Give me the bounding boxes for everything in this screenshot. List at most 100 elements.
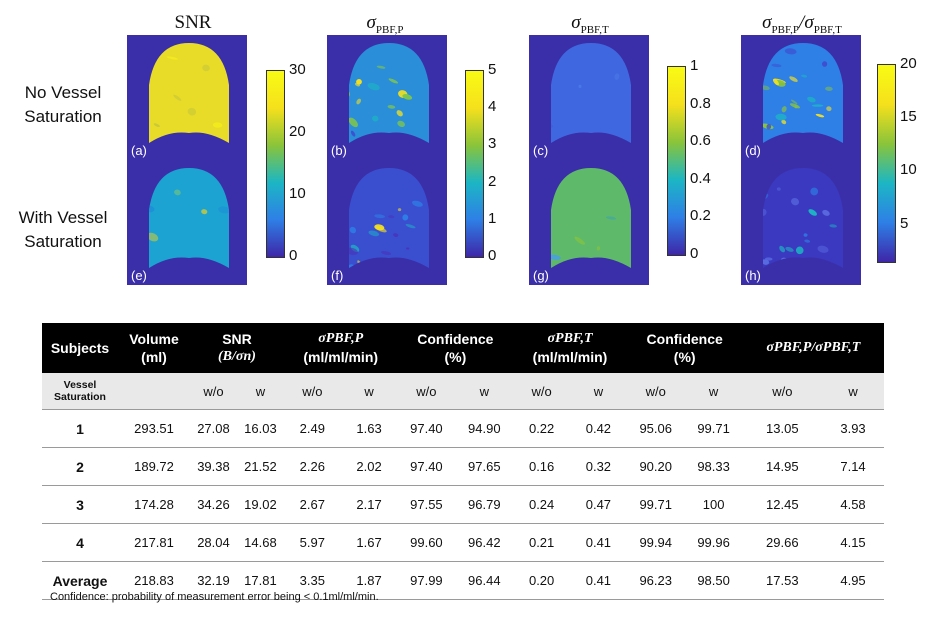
value-cell: 98.50 — [684, 561, 743, 600]
value-cell: 0.20 — [513, 561, 570, 600]
colorbar-tick-label: 0.6 — [690, 132, 711, 150]
value-cell: 3.93 — [822, 409, 884, 448]
row-label-with-vessel: With Vessel Saturation — [18, 208, 108, 251]
value-cell: 293.51 — [118, 409, 190, 448]
value-cell: 96.42 — [455, 523, 514, 562]
value-cell: 99.94 — [626, 523, 685, 562]
value-cell: 17.53 — [742, 561, 823, 600]
colorbar-tick-label: 1 — [690, 57, 699, 74]
value-cell: 174.28 — [118, 485, 190, 524]
value-cell: 32.19 — [190, 561, 237, 600]
table-row: Average 218.83 32.19 17.81 3.35 1.87 97.99 96.4… — [42, 561, 884, 600]
value-cell: 19.02 — [236, 485, 284, 524]
value-cell: 21.52 — [236, 447, 284, 486]
value-cell: 2.17 — [340, 485, 398, 524]
colorbar-tick-label: 0.4 — [690, 169, 711, 187]
row-label-no-vessel: No Vessel Saturation — [24, 83, 102, 126]
colorbar-tick-label: 3 — [488, 135, 497, 153]
header-volume: Volume (ml) — [118, 323, 190, 373]
image-panel: (h) — [741, 160, 861, 285]
value-cell: 99.96 — [684, 523, 743, 562]
header-ratio: σPBF,P/σPBF,T — [742, 323, 884, 373]
value-cell: 99.60 — [397, 523, 456, 562]
value-cell: 95.06 — [626, 409, 685, 448]
value-cell: 1.63 — [340, 409, 398, 448]
header-sigma-p: σPBF,P (ml/ml/min) — [283, 323, 398, 373]
colorbar-tick-label: 5 — [900, 214, 909, 232]
value-cell: 2.49 — [283, 409, 341, 448]
subheader-w: w — [340, 373, 398, 410]
value-cell: 14.68 — [236, 523, 284, 562]
subheader-wo: w/o — [397, 373, 456, 410]
value-cell: 39.38 — [190, 447, 237, 486]
col-title-snr: SNR — [174, 12, 212, 33]
value-cell: 1.67 — [340, 523, 398, 562]
value-cell: 189.72 — [118, 447, 190, 486]
results-table: Subjects Volume (ml) SNR (B/σn) σPBF,P (ml/… — [42, 323, 884, 600]
subheader-w: w — [455, 373, 514, 410]
colorbar-tick-label: 0.2 — [690, 207, 711, 225]
colorbar-sigma-p — [465, 70, 484, 258]
value-cell: 14.95 — [742, 447, 823, 486]
colorbar-tick-label: 1 — [488, 209, 497, 227]
value-cell: 217.81 — [118, 523, 190, 562]
subject-cell: Average — [42, 561, 118, 600]
value-cell: 0.16 — [513, 447, 570, 486]
value-cell: 16.03 — [236, 409, 284, 448]
col-title-sigma-t: σPBF,T — [571, 12, 609, 36]
colorbar-tick-label: 4 — [488, 98, 497, 116]
table-subheader-row: Vessel Saturation w/o w w/o w w/o w w/o w… — [42, 373, 884, 410]
value-cell: 97.40 — [397, 447, 456, 486]
value-cell: 13.05 — [742, 409, 823, 448]
colorbar-sigma-t — [667, 66, 686, 256]
colorbar-tick-label: 15 — [900, 108, 917, 126]
image-panel: (c) — [529, 35, 649, 160]
value-cell: 98.33 — [684, 447, 743, 486]
value-cell: 97.55 — [397, 485, 456, 524]
colorbar-tick-label: 10 — [289, 185, 306, 203]
colorbar-tick-label: 0 — [690, 245, 699, 262]
panel-label: (c) — [533, 143, 549, 158]
value-cell: 0.42 — [570, 409, 627, 448]
table-row: 3 174.28 34.26 19.02 2.67 2.17 97.55 96.79 0.24 0… — [42, 485, 884, 524]
image-panel: (f) — [327, 160, 447, 285]
subject-cell: 4 — [42, 523, 118, 562]
subject-cell: 2 — [42, 447, 118, 486]
subheader-wo: w/o — [742, 373, 823, 410]
image-panel: (e) — [127, 160, 247, 285]
value-cell: 0.21 — [513, 523, 570, 562]
colorbar-tick-label: 0.8 — [690, 94, 711, 112]
value-cell: 27.08 — [190, 409, 237, 448]
colorbar-tick-label: 20 — [900, 55, 917, 72]
value-cell: 96.79 — [455, 485, 514, 524]
panel-label: (g) — [533, 268, 549, 283]
value-cell: 96.44 — [455, 561, 514, 600]
header-snr: SNR (B/σn) — [190, 323, 284, 373]
value-cell: 94.90 — [455, 409, 514, 448]
value-cell: 2.26 — [283, 447, 341, 486]
subject-cell: 1 — [42, 409, 118, 448]
subheader-w: w — [236, 373, 284, 410]
value-cell: 4.15 — [822, 523, 884, 562]
value-cell: 97.40 — [397, 409, 456, 448]
image-panel: (b) — [327, 35, 447, 160]
col-title-ratio: σPBF,P/σPBF,T — [762, 12, 842, 36]
value-cell: 100 — [684, 485, 743, 524]
value-cell: 17.81 — [236, 561, 284, 600]
value-cell: 7.14 — [822, 447, 884, 486]
value-cell: 0.41 — [570, 523, 627, 562]
subheader-wo: w/o — [283, 373, 341, 410]
value-cell: 2.02 — [340, 447, 398, 486]
value-cell: 97.99 — [397, 561, 456, 600]
panel-label: (e) — [131, 268, 147, 283]
colorbar-tick-label: 10 — [900, 161, 917, 179]
table-row: 1 293.51 27.08 16.03 2.49 1.63 97.40 94.90 0.22 0… — [42, 409, 884, 448]
colorbar-tick-label: 20 — [289, 122, 306, 140]
value-cell: 99.71 — [684, 409, 743, 448]
subheader-empty — [118, 373, 190, 410]
value-cell: 4.95 — [822, 561, 884, 600]
col-title-sigma-p: σPBF,P — [366, 12, 404, 36]
subheader-w: w — [684, 373, 743, 410]
header-subjects: Subjects — [42, 323, 118, 373]
colorbar-tick-label: 30 — [289, 61, 306, 78]
